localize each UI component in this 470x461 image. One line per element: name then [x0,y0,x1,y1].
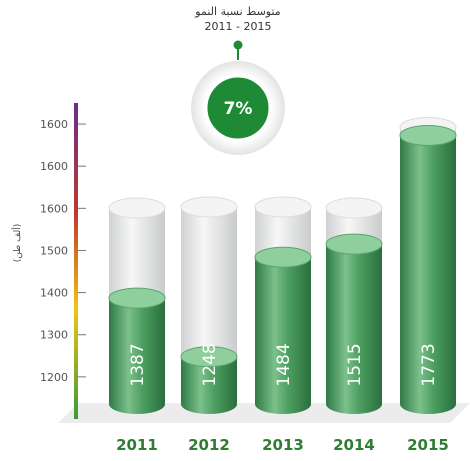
bar-value-top [180,346,238,368]
x-tick-label: 2013 [262,436,304,454]
y-tick-label: 1200 [40,371,68,384]
bar-value [400,135,456,404]
bar-value-label: 1515 [345,343,365,386]
growth-badge [204,74,272,142]
x-tick-label: 2015 [407,436,449,454]
growth-rate: 7% [224,99,253,119]
y-axis-title: (ألف طن) [11,224,23,262]
bar-2015: 1773 [399,116,457,414]
bar-2013: 1484 [254,196,312,414]
y-axis-line [74,103,78,419]
bar-value-label: 1248 [200,343,220,386]
y-tick-label: 1600 [40,160,68,173]
bar-base [326,394,382,414]
x-tick-label: 2014 [333,436,375,454]
growth-pin [233,40,243,50]
bar-capacity-top [108,197,166,219]
bar-value-label: 1387 [128,343,148,386]
bar-capacity-top [325,197,383,219]
bar-value [255,257,311,404]
bar-value-top [399,124,457,146]
x-tick-label: 2012 [188,436,230,454]
y-tick-label: 1400 [40,287,68,300]
bar-base [109,394,165,414]
bar-value [326,244,382,404]
bar-value-label: 1484 [274,343,294,386]
y-tick-label: 1600 [40,118,68,131]
bar-value-top [254,246,312,268]
y-tick-label: 1600 [40,202,68,215]
bar-2014: 1515 [325,197,383,414]
bar-base [181,394,237,414]
growth-title: متوسط نسبة النمو [194,5,281,18]
bar-base [255,394,311,414]
y-axis-ticks: 1200 1300 1400 1500 1600 1600 1600 [40,118,86,384]
y-tick-label: 1300 [40,329,68,342]
growth-period: 2011 - 2015 [205,20,272,33]
bar-base [400,394,456,414]
bar-value-label: 1773 [419,343,439,386]
bars: 1387 1248 1484 1515 1773 [108,116,457,414]
bar-value-top [325,233,383,255]
bar-capacity-top [254,196,312,218]
bar-capacity-top [180,196,238,218]
x-axis-labels: 2011 2012 2013 2014 2015 [116,436,449,454]
bar-2011: 1387 [108,197,166,414]
bar-value [109,298,165,404]
x-tick-label: 2011 [116,436,158,454]
bar-value-top [108,287,166,309]
y-tick-label: 1500 [40,244,68,257]
bar-2012: 1248 [180,196,238,414]
